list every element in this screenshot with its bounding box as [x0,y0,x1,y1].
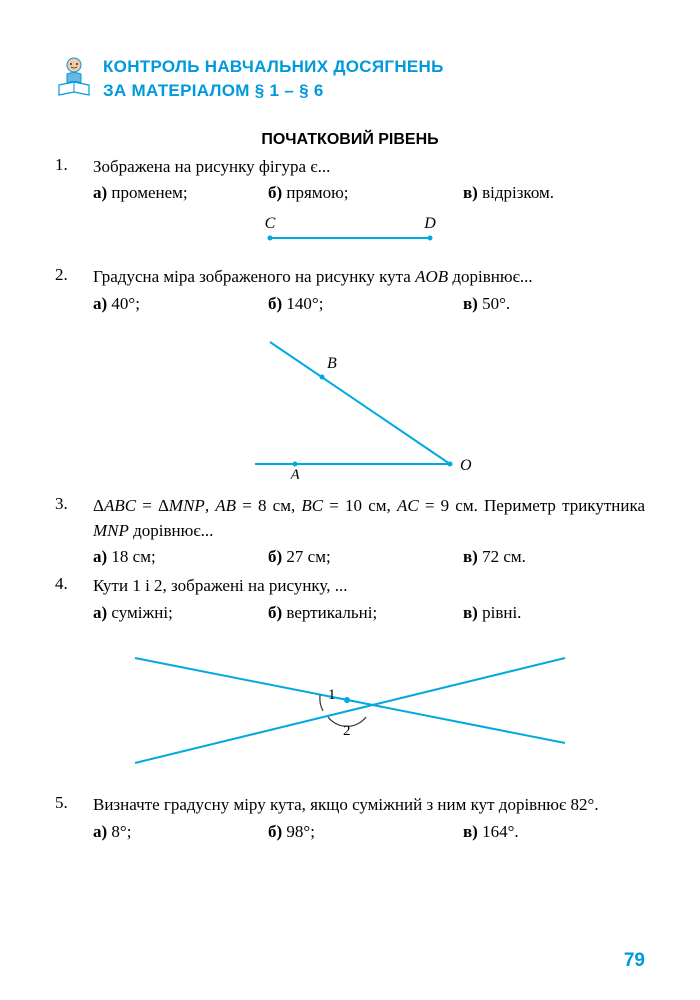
option-a: 8°; [111,822,131,841]
label-2: 2 [343,723,351,739]
problem-options: а) 8°; б) 98°; в) 164°. [93,820,645,845]
option-b: 98°; [286,822,315,841]
option-a: суміжні; [111,603,172,622]
header-line1: КОНТРОЛЬ НАВЧАЛЬНИХ ДОСЯГНЕНЬ [103,55,444,79]
problem-number: 3. [55,494,93,570]
problem-options: а) 40°; б) 140°; в) 50°. [93,292,645,317]
option-c: відрізком. [482,183,554,202]
option-b: 140°; [286,294,323,313]
page-header: КОНТРОЛЬ НАВЧАЛЬНИХ ДОСЯГНЕНЬ ЗА МАТЕРІА… [55,55,645,103]
level-heading: ПОЧАТКОВИЙ РІВЕНЬ [55,131,645,149]
option-a: 18 см; [111,547,155,566]
problem-options: а) 18 см; б) 27 см; в) 72 см. [93,545,645,570]
problem-number: 1. [55,155,93,206]
page-number: 79 [624,950,645,972]
option-c: 164°. [482,822,519,841]
problem-number: 4. [55,574,93,625]
figure-angle: O A B [55,324,645,484]
label-B: B [327,355,337,372]
problem-text: ΔABC = ΔMNP, AB = 8 см, BC = 10 см, AC =… [93,494,645,543]
problem-text: Кути 1 і 2, зображені на рисунку, ... [93,574,645,599]
problem-5: 5. Визначте градусну міру кута, якщо сум… [55,793,645,844]
header-line2: ЗА МАТЕРІАЛОМ § 1 – § 6 [103,79,444,103]
option-b: вертикальні; [286,603,377,622]
label-C: C [265,215,276,232]
figure-segment: C D [55,214,645,255]
option-b: 27 см; [286,547,330,566]
label-O: O [460,457,472,474]
label-A: A [289,467,300,479]
label-D: D [423,215,436,232]
problem-1: 1. Зображена на рисунку фігура є... а) п… [55,155,645,206]
problem-options: а) променем; б) прямою; в) відрізком. [93,181,645,206]
problem-number: 2. [55,265,93,316]
problem-2: 2. Градусна міра зображеного на рисунку … [55,265,645,316]
problem-text: Зображена на рисунку фігура є... [93,155,645,180]
option-c: рівні. [482,603,521,622]
option-b: прямою; [286,183,348,202]
problem-text: Градусна міра зображеного на рисунку кут… [93,265,645,290]
option-a: променем; [111,183,187,202]
option-c: 72 см. [482,547,526,566]
figure-intersecting-lines: 1 2 [55,633,645,783]
problem-number: 5. [55,793,93,844]
label-1: 1 [328,687,336,703]
option-c: 50°. [482,294,510,313]
problem-text: Визначте градусну міру кута, якщо суміжн… [93,793,645,818]
option-a: 40°; [111,294,140,313]
problem-3: 3. ΔABC = ΔMNP, AB = 8 см, BC = 10 см, A… [55,494,645,570]
reader-icon [55,55,93,97]
problem-options: а) суміжні; б) вертикальні; в) рівні. [93,601,645,626]
header-title: КОНТРОЛЬ НАВЧАЛЬНИХ ДОСЯГНЕНЬ ЗА МАТЕРІА… [103,55,444,103]
problem-4: 4. Кути 1 і 2, зображені на рисунку, ...… [55,574,645,625]
